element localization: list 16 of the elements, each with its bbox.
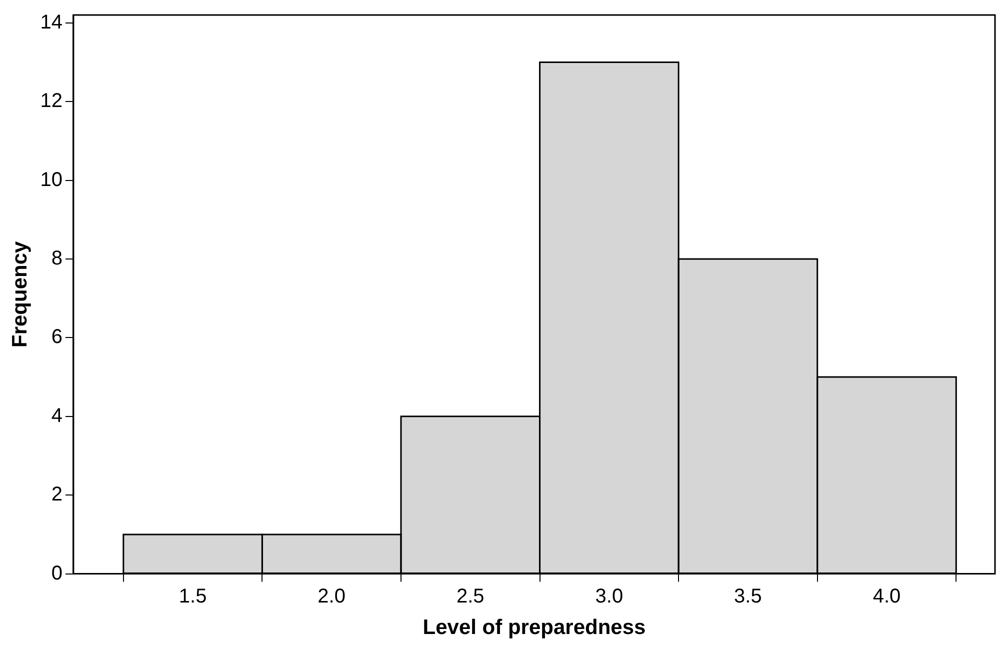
y-tick-label: 10 <box>40 168 62 191</box>
y-tick-label: 12 <box>40 90 62 112</box>
x-tick-label: 1.5 <box>178 585 207 608</box>
y-axis-title: Frequency <box>8 240 32 348</box>
y-tick-label: 8 <box>51 248 62 270</box>
x-tick-label: 3.5 <box>734 585 762 608</box>
y-tick-label: 4 <box>51 404 62 427</box>
y-tick-label: 6 <box>51 326 62 348</box>
y-tick-label: 2 <box>51 484 62 506</box>
x-tick-label: 2.0 <box>318 585 346 608</box>
x-tick-label: 4.0 <box>872 585 901 608</box>
x-tick-label: 2.5 <box>456 585 484 608</box>
x-tick-label: 3.0 <box>595 585 624 608</box>
x-axis-title: Level of preparedness <box>422 616 646 640</box>
y-tick-label: 14 <box>40 11 62 34</box>
y-tick-label: 0 <box>51 562 62 584</box>
